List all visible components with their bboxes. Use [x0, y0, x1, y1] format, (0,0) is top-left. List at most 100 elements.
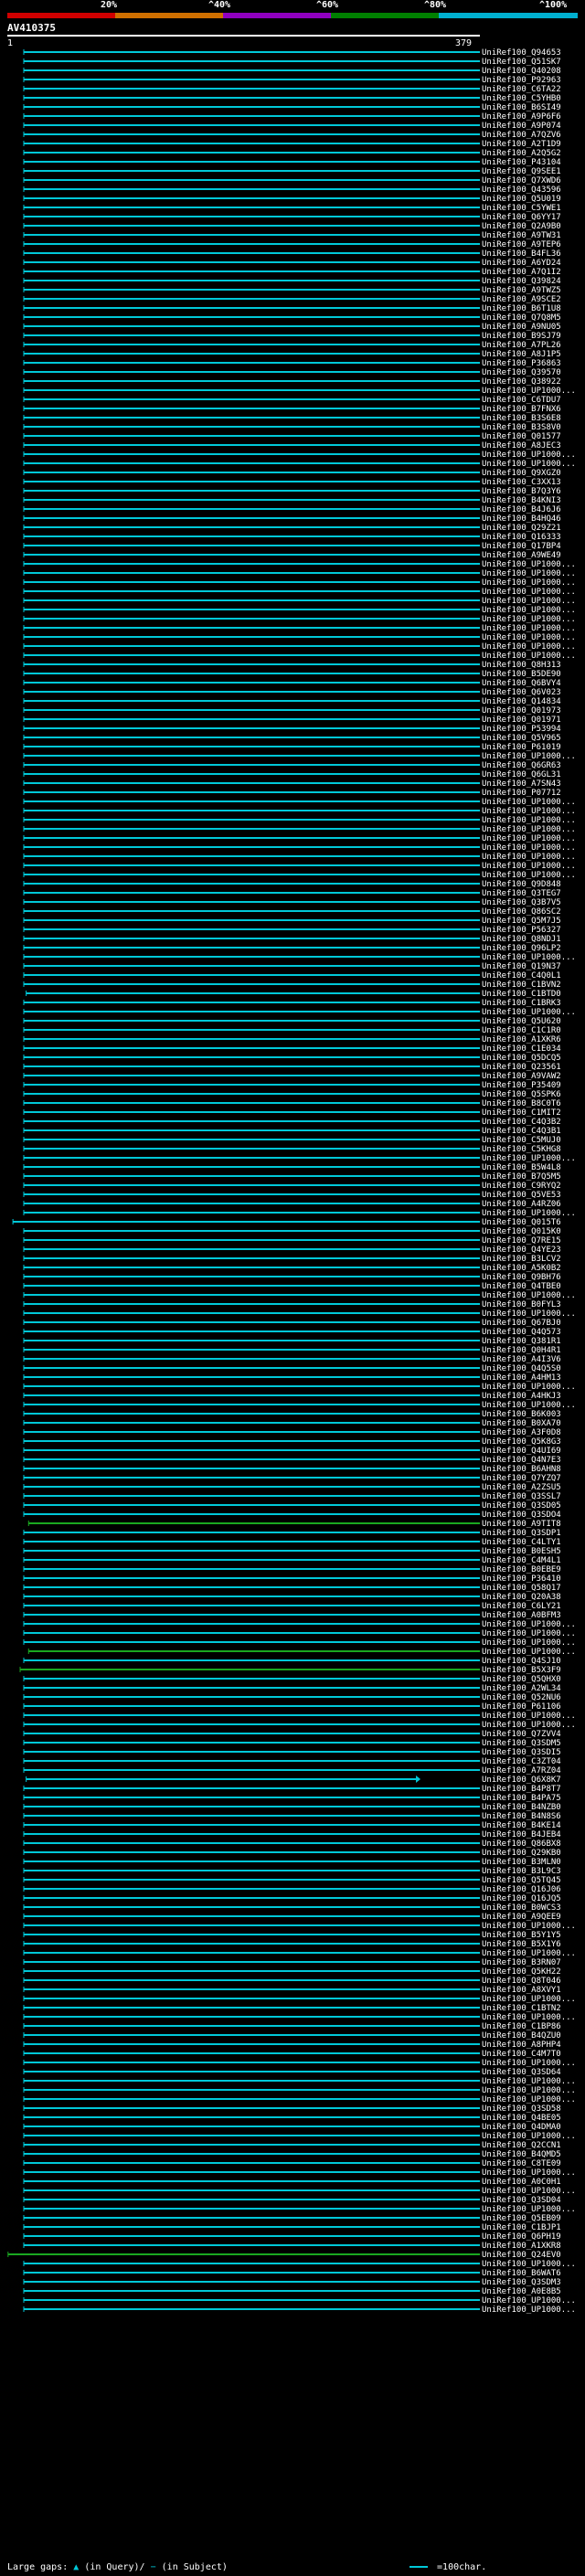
subject-label[interactable]: UniRef100_P36410 — [482, 1574, 561, 1584]
subject-label[interactable]: UniRef100_UP1000... — [482, 2296, 576, 2306]
subject-label[interactable]: UniRef100_Q8H313 — [482, 661, 561, 670]
subject-label[interactable]: UniRef100_UP1000... — [482, 1154, 576, 1163]
subject-label[interactable]: UniRef100_Q4SJ10 — [482, 1657, 561, 1666]
subject-label[interactable]: UniRef100_UP1000... — [482, 1995, 576, 2004]
subject-label[interactable]: UniRef100_Q29Z21 — [482, 524, 561, 533]
subject-label[interactable]: UniRef100_Q6YY17 — [482, 213, 561, 222]
subject-label[interactable]: UniRef100_UP1000... — [482, 807, 576, 816]
subject-label[interactable]: UniRef100_A4RZ06 — [482, 1200, 561, 1209]
subject-label[interactable]: UniRef100_UP1000... — [482, 2168, 576, 2178]
subject-label[interactable]: UniRef100_B6AHN8 — [482, 1465, 561, 1474]
subject-label[interactable]: UniRef100_B6T1U8 — [482, 304, 561, 313]
subject-label[interactable]: UniRef100_Q3SD58 — [482, 2104, 561, 2114]
subject-label[interactable]: UniRef100_A6YD24 — [482, 259, 561, 268]
subject-label[interactable]: UniRef100_C4Q3B1 — [482, 1127, 561, 1136]
subject-label[interactable]: UniRef100_A7SN43 — [482, 779, 561, 789]
subject-label[interactable]: UniRef100_Q4YE23 — [482, 1246, 561, 1255]
subject-label[interactable]: UniRef100_P43104 — [482, 158, 561, 167]
subject-label[interactable]: UniRef100_Q3SDM3 — [482, 2278, 561, 2287]
subject-label[interactable]: UniRef100_Q3SDO4 — [482, 1511, 561, 1520]
subject-label[interactable]: UniRef100_Q01971 — [482, 716, 561, 725]
subject-label[interactable]: UniRef100_B5W4L8 — [482, 1163, 561, 1172]
subject-label[interactable]: UniRef100_UP1000... — [482, 798, 576, 807]
subject-label[interactable]: UniRef100_A9TIT8 — [482, 1520, 561, 1529]
subject-label[interactable]: UniRef100_UP1000... — [482, 1922, 576, 1931]
subject-label[interactable]: UniRef100_C5MUJ0 — [482, 1136, 561, 1145]
subject-label[interactable]: UniRef100_C1BTD0 — [482, 990, 561, 999]
subject-label[interactable]: UniRef100_A9TEP6 — [482, 240, 561, 249]
subject-label[interactable]: UniRef100_UP1000... — [482, 2095, 576, 2104]
subject-label[interactable]: UniRef100_UP1000... — [482, 560, 576, 569]
subject-label[interactable]: UniRef100_UP1000... — [482, 2205, 576, 2214]
subject-label[interactable]: UniRef100_C6TDU7 — [482, 396, 561, 405]
subject-label[interactable]: UniRef100_UP1000... — [482, 624, 576, 633]
subject-label[interactable]: UniRef100_B0WCS3 — [482, 1903, 561, 1913]
subject-label[interactable]: UniRef100_UP1000... — [482, 1291, 576, 1300]
subject-label[interactable]: UniRef100_B3LCV2 — [482, 1255, 561, 1264]
subject-label[interactable]: UniRef100_Q6BVY4 — [482, 679, 561, 688]
subject-label[interactable]: UniRef100_Q6GL31 — [482, 770, 561, 779]
subject-label[interactable]: UniRef100_Q67BJ0 — [482, 1319, 561, 1328]
subject-label[interactable]: UniRef100_A9QEE9 — [482, 1913, 561, 1922]
subject-label[interactable]: UniRef100_UP1000... — [482, 752, 576, 761]
subject-label[interactable]: UniRef100_Q0H4R1 — [482, 1346, 561, 1355]
subject-label[interactable]: UniRef100_Q5U620 — [482, 1017, 561, 1026]
subject-label[interactable]: UniRef100_Q4Q573 — [482, 1328, 561, 1337]
subject-label[interactable]: UniRef100_Q4BE05 — [482, 2114, 561, 2123]
subject-label[interactable]: UniRef100_Q4UI69 — [482, 1447, 561, 1456]
subject-label[interactable]: UniRef100_Q96LP2 — [482, 944, 561, 953]
subject-label[interactable]: UniRef100_Q3B7V5 — [482, 898, 561, 907]
subject-label[interactable]: UniRef100_Q14834 — [482, 697, 561, 706]
subject-label[interactable]: UniRef100_A1XKR6 — [482, 1035, 561, 1044]
subject-label[interactable]: UniRef100_UP1000... — [482, 1383, 576, 1392]
subject-label[interactable]: UniRef100_UP1000... — [482, 1629, 576, 1638]
subject-label[interactable]: UniRef100_Q24EV0 — [482, 2251, 561, 2260]
subject-label[interactable]: UniRef100_Q2CCN1 — [482, 2141, 561, 2150]
subject-label[interactable]: UniRef100_B7FNX6 — [482, 405, 561, 414]
subject-label[interactable]: UniRef100_Q5U019 — [482, 195, 561, 204]
subject-label[interactable]: UniRef100_A8XVY1 — [482, 1986, 561, 1995]
subject-label[interactable]: UniRef100_C5YHB0 — [482, 94, 561, 103]
subject-label[interactable]: UniRef100_B5Y1Y5 — [482, 1931, 561, 1940]
subject-label[interactable]: UniRef100_A2ZSU5 — [482, 1483, 561, 1492]
subject-label[interactable]: UniRef100_C5KHG8 — [482, 1145, 561, 1154]
subject-label[interactable]: UniRef100_UP1000... — [482, 2306, 576, 2315]
subject-label[interactable]: UniRef100_Q16333 — [482, 533, 561, 542]
subject-label[interactable]: UniRef100_C1BRK3 — [482, 999, 561, 1008]
subject-label[interactable]: UniRef100_A8PHP4 — [482, 2041, 561, 2050]
subject-label[interactable]: UniRef100_Q7ZVV4 — [482, 1730, 561, 1739]
subject-label[interactable]: UniRef100_UP1000... — [482, 387, 576, 396]
subject-label[interactable]: UniRef100_Q9BH76 — [482, 1273, 561, 1282]
subject-label[interactable]: UniRef100_C1BTN2 — [482, 2004, 561, 2013]
subject-label[interactable]: UniRef100_B6WAT6 — [482, 2269, 561, 2278]
subject-label[interactable]: UniRef100_C9RYQ2 — [482, 1182, 561, 1191]
subject-label[interactable]: UniRef100_Q8T046 — [482, 1977, 561, 1986]
subject-label[interactable]: UniRef100_B3S8V0 — [482, 423, 561, 432]
subject-label[interactable]: UniRef100_Q015K0 — [482, 1227, 561, 1236]
subject-label[interactable]: UniRef100_P07712 — [482, 789, 561, 798]
subject-label[interactable]: UniRef100_B3MLN0 — [482, 1858, 561, 1867]
subject-label[interactable]: UniRef100_B4QZU0 — [482, 2031, 561, 2041]
subject-label[interactable]: UniRef100_B4KE14 — [482, 1821, 561, 1830]
subject-label[interactable]: UniRef100_A3F0D8 — [482, 1428, 561, 1437]
subject-label[interactable]: UniRef100_C4LTY1 — [482, 1538, 561, 1547]
subject-label[interactable]: UniRef100_A9P074 — [482, 122, 561, 131]
subject-label[interactable]: UniRef100_Q19N37 — [482, 962, 561, 971]
subject-label[interactable]: UniRef100_Q86SC2 — [482, 907, 561, 917]
subject-label[interactable]: UniRef100_A9TW31 — [482, 231, 561, 240]
subject-label[interactable]: UniRef100_UP1000... — [482, 1712, 576, 1721]
subject-label[interactable]: UniRef100_B5DE90 — [482, 670, 561, 679]
subject-label[interactable]: UniRef100_Q29KB0 — [482, 1849, 561, 1858]
subject-label[interactable]: UniRef100_B4PA75 — [482, 1794, 561, 1803]
subject-label[interactable]: UniRef100_UP1000... — [482, 853, 576, 862]
subject-label[interactable]: UniRef100_A9WE49 — [482, 551, 561, 560]
subject-label[interactable]: UniRef100_UP1000... — [482, 1209, 576, 1218]
subject-label[interactable]: UniRef100_Q6V023 — [482, 688, 561, 697]
subject-label[interactable]: UniRef100_A7QZV6 — [482, 131, 561, 140]
subject-label[interactable]: UniRef100_Q4Q5S0 — [482, 1364, 561, 1373]
subject-label[interactable]: UniRef100_UP1000... — [482, 816, 576, 825]
subject-label[interactable]: UniRef100_Q5M7J5 — [482, 917, 561, 926]
subject-label[interactable]: UniRef100_P36863 — [482, 359, 561, 368]
subject-label[interactable]: UniRef100_A2Q5G2 — [482, 149, 561, 158]
subject-label[interactable]: UniRef100_Q9XGZ0 — [482, 469, 561, 478]
